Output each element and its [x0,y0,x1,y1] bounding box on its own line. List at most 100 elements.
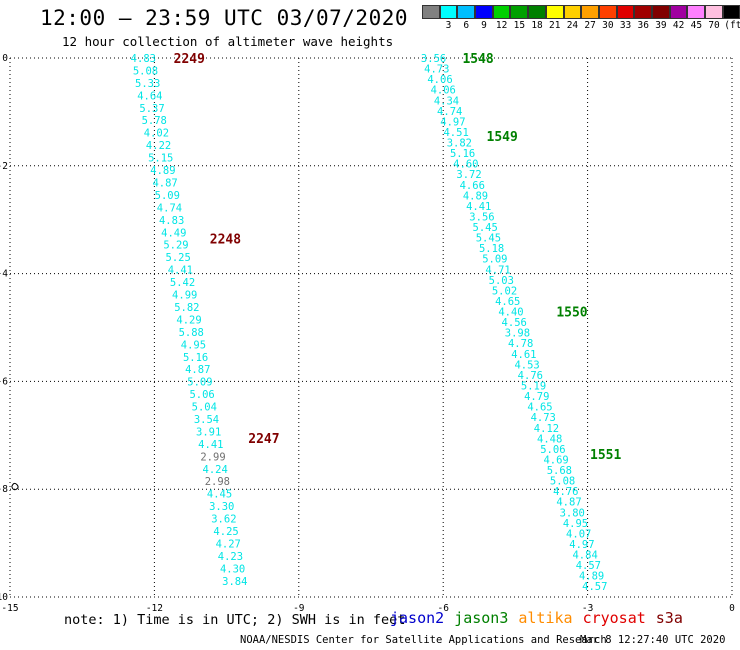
wave-height-value: 4.53 [514,359,539,371]
legend-label: 18 [531,20,543,31]
wave-height-value: 4.87 [152,177,177,189]
wave-height-value: 4.51 [443,127,468,139]
wave-height-value: 4.57 [582,581,607,593]
wave-height-value: 4.89 [579,571,604,583]
wave-height-value: 4.40 [498,307,523,319]
wave-height-value: 3.80 [560,507,585,519]
wave-height-value: 4.87 [185,364,210,376]
legend-swatch [528,5,546,19]
wave-height-value: 4.56 [502,317,527,329]
wave-height-value: 4.29 [176,314,201,326]
legend-label: 12 [495,20,508,31]
wave-height-value: 4.66 [460,180,485,192]
wave-height-value: 4.95 [181,339,206,351]
legend-swatch [457,5,476,19]
wave-height-value: 4.12 [534,423,559,435]
legend-label: 39 [655,20,667,31]
wave-height-value: 4.74 [157,202,182,214]
credit-line: NOAA/NESDIS Center for Satellite Applica… [240,634,607,646]
wave-height-value: 5.18 [479,243,504,255]
wave-height-value: 4.97 [569,539,594,551]
wave-height-value: 4.79 [524,391,549,403]
x-tick-label: 0 [729,603,735,614]
wave-height-value: 4.78 [508,338,533,350]
wave-height-value: 4.45 [207,489,232,501]
wave-height-value: 4.71 [485,264,510,276]
wave-height-value: 5.82 [174,302,199,314]
wave-height-value: 4.22 [146,140,171,152]
wave-height-value: 3.72 [456,169,481,181]
wave-height-value: 3.84 [222,576,247,588]
coastline-marker [11,482,19,491]
wave-height-value: 3.54 [194,414,219,426]
wave-height-value: 5.45 [476,233,501,245]
wave-height-value: 4.25 [213,526,238,538]
wave-height-value: 4.41 [466,201,491,213]
page-title: 12:00 – 23:59 UTC 03/07/2020 [40,6,409,30]
wave-height-value: 2.99 [200,451,225,463]
wave-height-value: 4.89 [150,165,175,177]
wave-height-value: 5.19 [521,380,546,392]
mission-label-s3a: s3a [655,609,683,627]
wave-height-value: 5.33 [135,78,160,90]
generated-timestamp: Mar 8 12:27:40 UTC 2020 [580,634,726,646]
mission-label-jason3: jason3 [454,609,509,627]
legend-label: 70 [708,20,720,31]
wave-height-value: 5.15 [148,153,173,165]
legend-swatch [422,5,440,19]
wave-height-value: 4.34 [434,95,459,107]
x-tick-label: -3 [582,603,593,614]
wave-height-value: 5.16 [183,352,208,364]
wave-height-value: 5.06 [540,444,565,456]
wave-height-value: 5.78 [142,115,167,127]
wave-height-value: 4.27 [216,538,241,550]
legend-swatch [616,5,635,19]
wave-height-value: 4.64 [137,90,162,102]
wave-height-value: 3.30 [209,501,234,513]
x-tick-label: -6 [437,603,449,614]
legend-swatch [598,5,617,19]
wave-height-value: 3.56 [469,211,494,223]
wave-height-value: 4.30 [220,563,245,575]
wave-height-value: 5.02 [492,285,517,297]
pass-time-label: 2249 [174,52,205,67]
mission-label-cryosat: cryosat [582,609,646,627]
legend-label: 30 [602,20,614,31]
wave-height-value: 4.06 [427,74,452,86]
wave-height-value: 5.08 [550,476,575,488]
legend-label: 42 [672,20,685,31]
y-tick-label: -2 [0,161,8,172]
wave-height-value: 3.62 [211,514,236,526]
pass-time-label: 1548 [462,52,493,67]
wave-height-value: 4.02 [144,128,169,140]
pass-time-label: 2248 [210,233,241,248]
wave-height-value: 5.03 [489,275,514,287]
wave-height-value: 4.48 [537,433,562,445]
legend-label: 33 [619,20,632,31]
legend-swatch [669,5,688,19]
wave-height-value: 4.83 [159,215,184,227]
mission-legend: jason2 jason3 altika cryosat s3a [390,609,693,627]
legend-label: 27 [584,20,596,31]
wave-height-value: 4.24 [203,464,228,476]
wave-height-value: 4.76 [553,486,578,498]
y-tick-label: 0 [2,53,8,64]
legend-label: 15 [513,20,526,31]
wave-height-value: 3.82 [447,138,472,150]
wave-height-value: 4.73 [531,412,556,424]
page-subtitle: 12 hour collection of altimeter wave hei… [62,34,394,49]
wave-height-value: 4.76 [518,370,543,382]
wave-height-value: 3.98 [505,328,530,340]
legend-swatch [545,5,564,19]
wave-height-value: 4.60 [453,159,478,171]
wave-height-value: 4.83 [131,53,156,65]
y-tick-label: -8 [0,484,8,495]
wave-height-value: 5.37 [139,103,164,115]
legend-swatch [492,5,511,19]
wave-height-value: 4.41 [198,439,223,451]
y-tick-label: -6 [0,376,8,387]
wave-height-value: 5.09 [155,190,180,202]
legend-swatch [687,5,705,19]
legend-swatch [651,5,670,19]
